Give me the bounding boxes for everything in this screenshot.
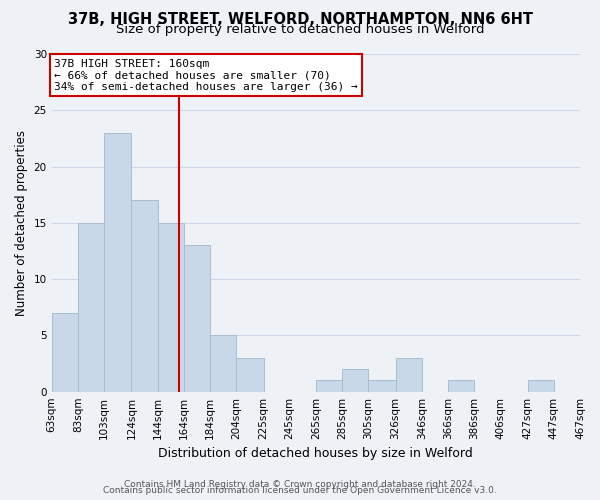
Bar bbox=[368, 380, 395, 392]
Text: Size of property relative to detached houses in Welford: Size of property relative to detached ho… bbox=[116, 23, 484, 36]
Bar bbox=[527, 380, 554, 392]
Bar bbox=[131, 200, 158, 392]
Text: 37B HIGH STREET: 160sqm
← 66% of detached houses are smaller (70)
34% of semi-de: 37B HIGH STREET: 160sqm ← 66% of detache… bbox=[54, 58, 358, 92]
X-axis label: Distribution of detached houses by size in Welford: Distribution of detached houses by size … bbox=[158, 447, 473, 460]
Bar bbox=[78, 223, 104, 392]
Bar bbox=[236, 358, 263, 392]
Bar bbox=[158, 223, 184, 392]
Bar bbox=[184, 246, 210, 392]
Bar bbox=[395, 358, 422, 392]
Bar bbox=[316, 380, 342, 392]
Bar bbox=[580, 380, 600, 392]
Text: Contains public sector information licensed under the Open Government Licence v3: Contains public sector information licen… bbox=[103, 486, 497, 495]
Y-axis label: Number of detached properties: Number of detached properties bbox=[15, 130, 28, 316]
Text: Contains HM Land Registry data © Crown copyright and database right 2024.: Contains HM Land Registry data © Crown c… bbox=[124, 480, 476, 489]
Bar bbox=[104, 133, 131, 392]
Bar bbox=[210, 336, 236, 392]
Bar bbox=[342, 369, 368, 392]
Bar bbox=[52, 313, 78, 392]
Text: 37B, HIGH STREET, WELFORD, NORTHAMPTON, NN6 6HT: 37B, HIGH STREET, WELFORD, NORTHAMPTON, … bbox=[67, 12, 533, 28]
Bar bbox=[448, 380, 474, 392]
